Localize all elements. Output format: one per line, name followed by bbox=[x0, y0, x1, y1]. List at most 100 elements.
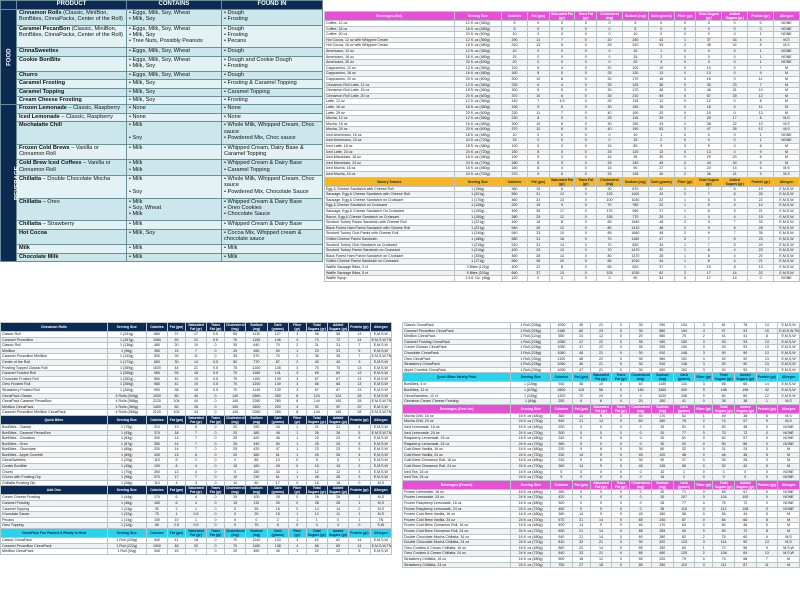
allergen-found: • Whole Milk, Whipped Cream, Choc sauce … bbox=[221, 121, 323, 145]
allergen-product: Chocolate Milk bbox=[16, 252, 127, 263]
value-cell: E,M,S,W bbox=[369, 463, 393, 470]
value-cell: 30 bbox=[266, 500, 289, 507]
item-name-cell: Cappuccino, 20 oz bbox=[324, 75, 455, 83]
allergen-row: Chillatta – Oreo • Milk • Soy, Wheat • Mi… bbox=[1, 197, 323, 222]
allergen-row: Chillatta – Strawberry • Milk • Whipped Cr… bbox=[1, 220, 323, 230]
value-cell: 0 bbox=[611, 457, 631, 465]
value-cell: 14 bbox=[721, 275, 749, 282]
value-cell: 3 bbox=[694, 361, 714, 368]
value-cell: 0 bbox=[571, 440, 591, 448]
column-header: Total Sugars (gr) bbox=[695, 176, 723, 187]
product-variants: (Classic, MiniBon, BonBites, CinnaPacks,… bbox=[19, 25, 123, 38]
column-header: Saturated Fat (gr) bbox=[589, 479, 613, 490]
allergen-product: Frozen Lemonade – Classic, Raspberry bbox=[16, 104, 127, 114]
value-cell: 0 bbox=[694, 451, 714, 459]
value-cell: 0 bbox=[694, 423, 714, 431]
rolls-nutrition-table: Cinnamon Rolls Serving Size Calories Fat (g… bbox=[0, 322, 393, 555]
value-cell: 310 bbox=[145, 423, 169, 431]
column-header: Cholesterol (mg) bbox=[223, 322, 247, 332]
allergen-product: Chillatta – Oreo bbox=[16, 197, 127, 222]
column-header: Fat (gm) bbox=[571, 372, 591, 383]
value-cell: NONE bbox=[773, 25, 800, 33]
column-header: Fat (gm) bbox=[167, 528, 186, 538]
value-cell: 2120 bbox=[145, 398, 169, 405]
value-cell: 400 bbox=[501, 263, 528, 271]
allergen-product: Caramel PecanBon (Classic, MiniBon, BonB… bbox=[16, 24, 127, 49]
column-header: Cholesterol (mg) bbox=[596, 176, 623, 187]
column-header: Added Sugars (gr) bbox=[326, 414, 350, 425]
product-name: Frozen Lemonade bbox=[19, 105, 67, 112]
value-cell: E,M,S,W bbox=[369, 457, 393, 465]
allergen-found: • Dough • Frosting bbox=[221, 9, 323, 26]
value-cell: 4.5 bbox=[548, 98, 576, 105]
item-name-cell: Black Forest Ham Panini Sandwich on Croi… bbox=[324, 252, 455, 260]
value-cell: M bbox=[777, 457, 800, 465]
section-rows: Coffee, 12 oz 12 fl. oz (360g) 5 0 0 0 0 5 0 0 0 0 0… bbox=[324, 20, 800, 178]
section-rows: Classic CinnaPack 1 Roll (205g) 1000 45 21 0 3… bbox=[401, 322, 800, 374]
allergen-product: Hot Cocoa bbox=[16, 228, 127, 246]
value-cell: 139 bbox=[266, 386, 289, 394]
value-cell: NONE bbox=[777, 500, 800, 507]
value-cell: 2 bbox=[184, 457, 208, 465]
value-cell: 3 bbox=[694, 355, 714, 363]
column-header: Allergen bbox=[369, 322, 393, 332]
column-header: Trans Fat (gr) bbox=[611, 372, 631, 383]
value-cell: 46 bbox=[571, 361, 591, 368]
value-cell: 50 bbox=[266, 347, 289, 355]
column-header: Carb (grams) bbox=[266, 528, 289, 538]
value-cell: E,M,S,W bbox=[777, 386, 800, 394]
column-header: Cholesterol (mg) bbox=[223, 414, 247, 425]
value-cell: 18 bbox=[184, 386, 208, 394]
value-cell: 280 bbox=[266, 398, 289, 405]
value-cell: NONE bbox=[777, 429, 800, 437]
value-cell: 340 bbox=[145, 451, 169, 459]
product-name: Iced Lemonade bbox=[19, 113, 60, 120]
value-cell: 28 bbox=[266, 494, 289, 501]
item-name-cell: Cold Brew Cinnamon Roll, 16 oz bbox=[401, 457, 512, 465]
product-name: Frozen Cold Brews bbox=[19, 144, 70, 151]
table-row: Frozen Cold Brew Cinnamon Roll, 16 oz 16 … bbox=[401, 522, 800, 529]
value-cell: 7 bbox=[548, 109, 576, 117]
table-row: Caramel Frosting 1 (46g) 180 6 4 0 15 110 30 0 28 2… bbox=[0, 500, 393, 507]
table-row: Cinnabon Cream Cheese Frosting 1 (64g) 250… bbox=[401, 398, 800, 405]
value-cell: E,M,S,W bbox=[369, 342, 393, 349]
table-row: Latte, 12 oz 12 fl. oz (360g) 140 7 4.5 0 25 11… bbox=[324, 98, 800, 105]
allergen-product: Cream Cheese Frosting bbox=[16, 96, 127, 106]
value-cell: NONE bbox=[777, 505, 800, 513]
value-cell: 16 fl. oz (480g) bbox=[510, 488, 552, 496]
value-cell: 16 bbox=[647, 103, 675, 111]
value-cell: 1.5 fl. Oz. (45g) bbox=[453, 275, 503, 282]
table-header-row: Cinnamon Rolls Serving Size Calories Fat (g… bbox=[0, 322, 393, 332]
allergen-row: Frozen Cold Brews – Vanilla or Cinnamon … bbox=[1, 143, 323, 161]
column-header: Saturated Fat (gr) bbox=[184, 485, 208, 496]
table-row: MiniBon CinnaPack 1 Roll (124g) 550 24 12 0 20… bbox=[401, 333, 800, 340]
allergen-contains: • Milk bbox=[126, 252, 222, 263]
column-header: Fat (gm) bbox=[167, 414, 186, 425]
section-rows: BonBites, 4 ct 1 (226g) 930 38 19 0 60 1150 134 3… bbox=[401, 381, 800, 405]
value-cell: E,M,S,W bbox=[369, 440, 393, 448]
table-row: Frozen Lemonade, 24 oz 24 fl. oz (720g) 42… bbox=[401, 494, 800, 501]
value-cell: 3 bbox=[647, 59, 675, 66]
item-name-cell: Strawberry CinnaPack bbox=[401, 361, 512, 368]
value-cell: 6 bbox=[548, 92, 576, 100]
column-header: Cholesterol (mg) bbox=[223, 485, 247, 496]
allergen-found: • Milk bbox=[221, 252, 323, 263]
value-cell: M bbox=[773, 87, 800, 94]
table-header-row: Beverages (Hot) Serving Size Calories Fat (… bbox=[324, 11, 800, 21]
column-header: Saturated Fat (gr) bbox=[184, 528, 208, 538]
value-cell: 21 bbox=[184, 364, 208, 372]
column-header: Trans Fat (gr) bbox=[611, 479, 631, 490]
value-cell: 145 bbox=[266, 364, 289, 372]
value-cell: 18 bbox=[589, 561, 613, 569]
allergen-contains: • Milk, Soy bbox=[126, 228, 222, 246]
table-row: Classic Roll 1 (136g) 480 20 10 0 35 640 70 2 31 31… bbox=[0, 342, 393, 349]
value-cell: E,M,S,W bbox=[773, 258, 800, 265]
value-cell: 115 bbox=[571, 386, 591, 394]
value-cell: E,M,S,W bbox=[369, 392, 393, 400]
value-cell: 7 bbox=[184, 548, 208, 555]
column-header: Trans Fat (gr) bbox=[206, 528, 225, 538]
value-cell: 87 bbox=[733, 561, 757, 569]
value-cell: 0 bbox=[694, 500, 714, 507]
value-cell: 3 bbox=[694, 381, 714, 388]
value-cell: 46 bbox=[571, 350, 591, 357]
